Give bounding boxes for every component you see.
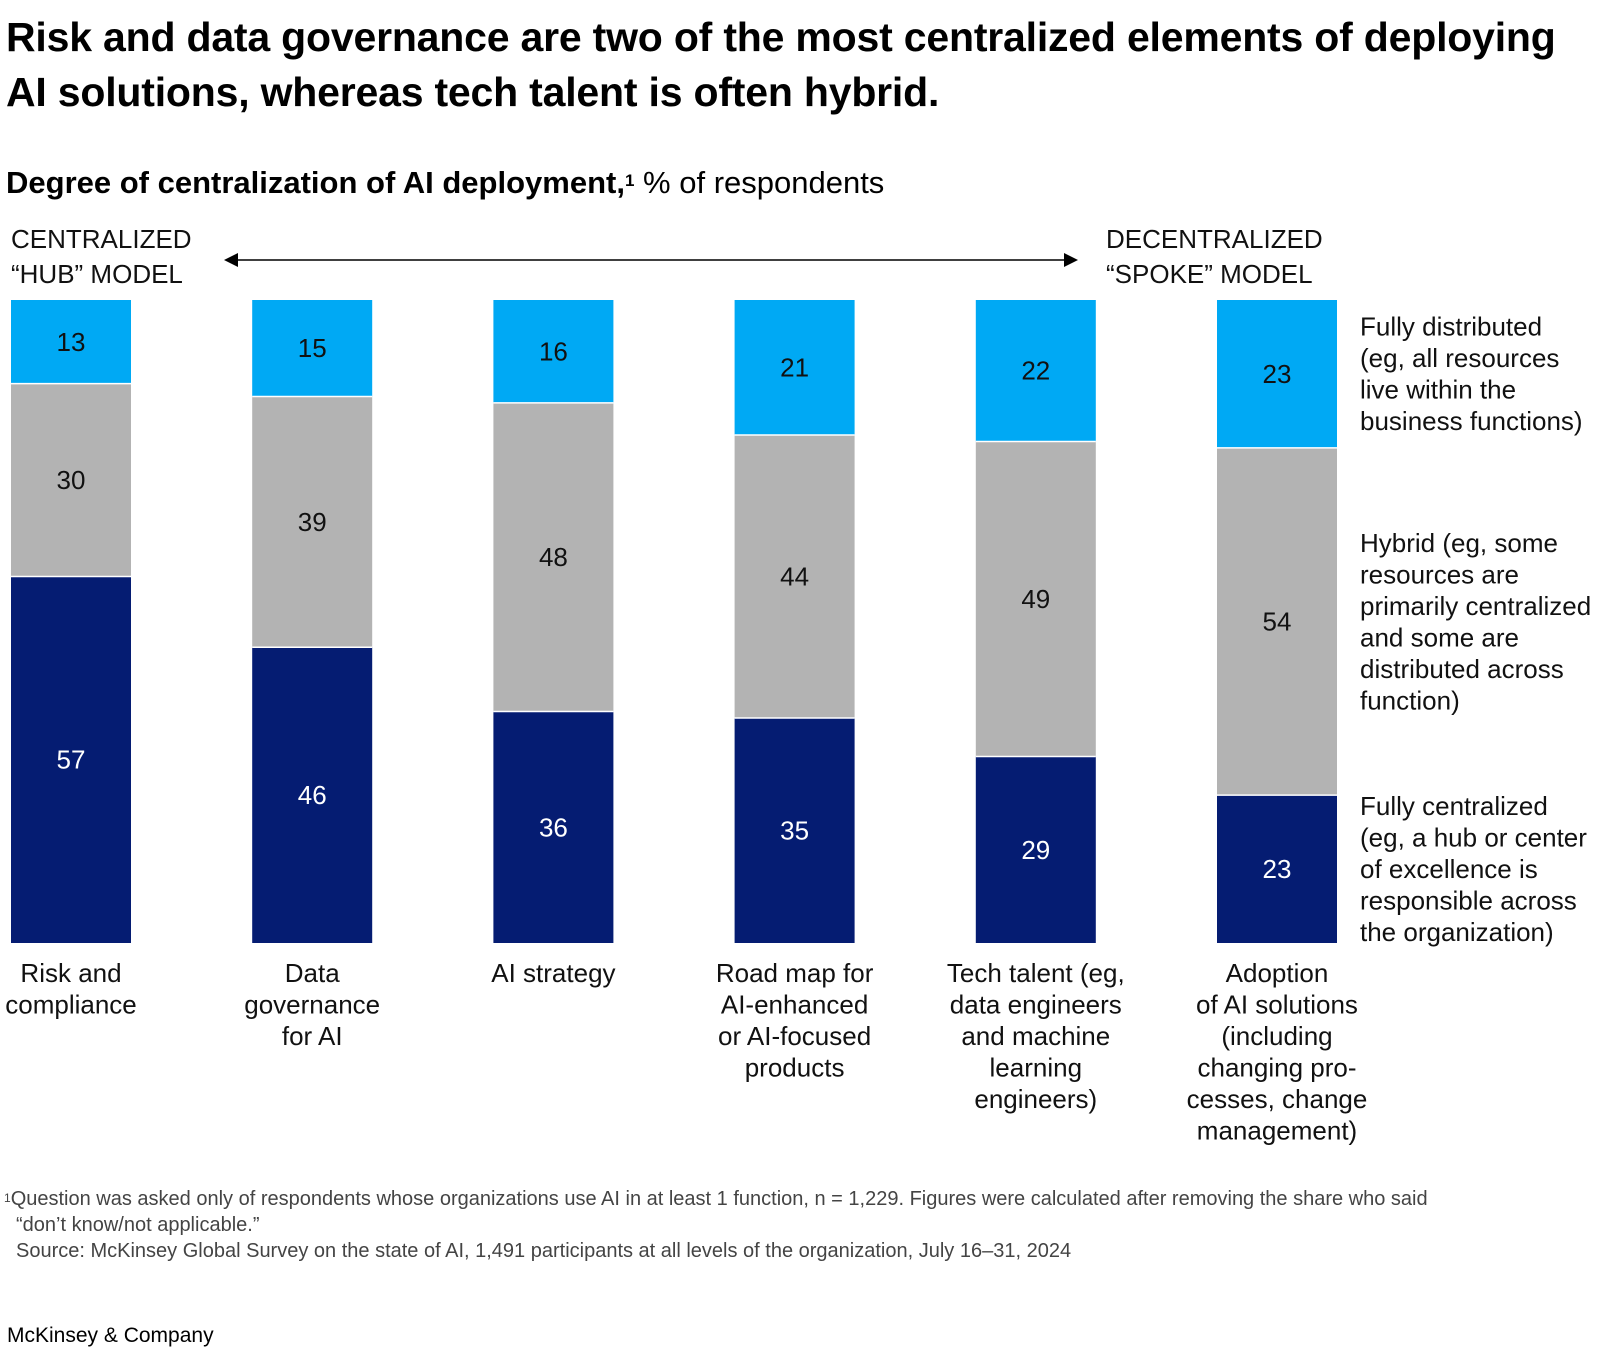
bar-segment-hybrid [1217, 447, 1337, 796]
bar-segment-hybrid [11, 383, 131, 577]
legend-label: Fully centralized (eg, a hub or center of … [1360, 791, 1587, 947]
bar-segment-hybrid [975, 441, 1096, 757]
category-label: Adoption of AI solutions (including changin… [1187, 958, 1368, 1146]
legend: Fully centralized (eg, a hub or center of … [1360, 312, 1591, 947]
category-label: Risk and compliance [5, 958, 137, 1020]
bar-segment-fully-distributed [493, 300, 614, 403]
bar-segment-fully-centralized [493, 711, 614, 943]
footnote-text: Question was asked only of respondents w… [10, 1188, 1428, 1210]
bar-segment-hybrid [493, 402, 614, 712]
bar-segment-fully-centralized [11, 576, 131, 943]
bar-segment-fully-centralized [252, 647, 373, 943]
data-label: 23 [1263, 854, 1292, 884]
scale-left-label: CENTRALIZED “HUB” MODEL [11, 224, 192, 289]
category-label: Data governance for AI [244, 958, 380, 1051]
category-labels: Risk and compliance Data governance for AI AI… [5, 958, 1367, 1146]
data-label: 57 [57, 745, 86, 775]
subtitle-footnote-marker: 1 [624, 171, 635, 190]
bar-segment-fully-distributed [11, 300, 131, 384]
bar-segment-hybrid [734, 435, 855, 718]
data-label: 44 [780, 561, 809, 591]
chart-subtitle: Degree of centralization of AI deploymen… [6, 163, 884, 203]
data-label: 29 [1021, 835, 1050, 865]
bar-segment-fully-centralized [975, 756, 1096, 943]
legend-label: Fully distributed (eg, all resources live … [1360, 312, 1583, 437]
category-label: AI strategy [491, 958, 615, 988]
legend-label: Hybrid (eg, some resources are primarily c… [1360, 528, 1591, 716]
data-label: 30 [57, 465, 86, 495]
footnote: 1Question was asked only of respondents … [4, 1186, 1594, 1264]
footnote-text-continued: “don’t know/not applicable.” [16, 1214, 260, 1236]
scale-right-label: DECENTRALIZED “SPOKE” MODEL [1106, 224, 1323, 289]
subtitle-unit: % of respondents [643, 165, 885, 200]
centralization-arrow [224, 253, 1078, 267]
category-label: Road map for AI-enhanced or AI-focused prod… [716, 958, 874, 1083]
brand-logo-text: McKinsey & Company [7, 1324, 214, 1347]
data-label: 23 [1263, 359, 1292, 389]
data-label: 49 [1021, 584, 1050, 614]
bar-segment-fully-centralized [734, 717, 855, 943]
bar-segment-fully-centralized [1217, 795, 1337, 943]
data-label: 39 [298, 507, 327, 537]
data-label: 46 [298, 780, 327, 810]
footnote-marker: 1 [4, 1191, 11, 1205]
data-label: 22 [1021, 356, 1050, 386]
data-label: 36 [539, 812, 568, 842]
data-label: 13 [57, 327, 86, 357]
bar-segment-fully-distributed [1217, 300, 1337, 448]
bar-segment-fully-distributed [252, 300, 373, 397]
data-label: 48 [539, 542, 568, 572]
category-label: Tech talent (eg, data engineers and machin… [947, 958, 1125, 1114]
bar-segment-fully-distributed [975, 300, 1096, 442]
bar-segment-hybrid [252, 396, 373, 648]
subtitle-bold: Degree of centralization of AI deploymen… [6, 165, 625, 200]
data-label: 21 [780, 353, 809, 383]
data-label: 35 [780, 815, 809, 845]
bar-segment-fully-distributed [734, 300, 855, 436]
bars-layer: 57 30 13 46 39 15 36 48 16 35 44 21 29 49 22 23 54 23 [11, 300, 1337, 943]
data-label: 15 [298, 333, 327, 363]
source-note: Source: McKinsey Global Survey on the st… [16, 1240, 1072, 1262]
data-label: 54 [1263, 607, 1292, 637]
data-label: 16 [539, 336, 568, 366]
chart-title: Risk and data governance are two of the … [6, 14, 1556, 115]
